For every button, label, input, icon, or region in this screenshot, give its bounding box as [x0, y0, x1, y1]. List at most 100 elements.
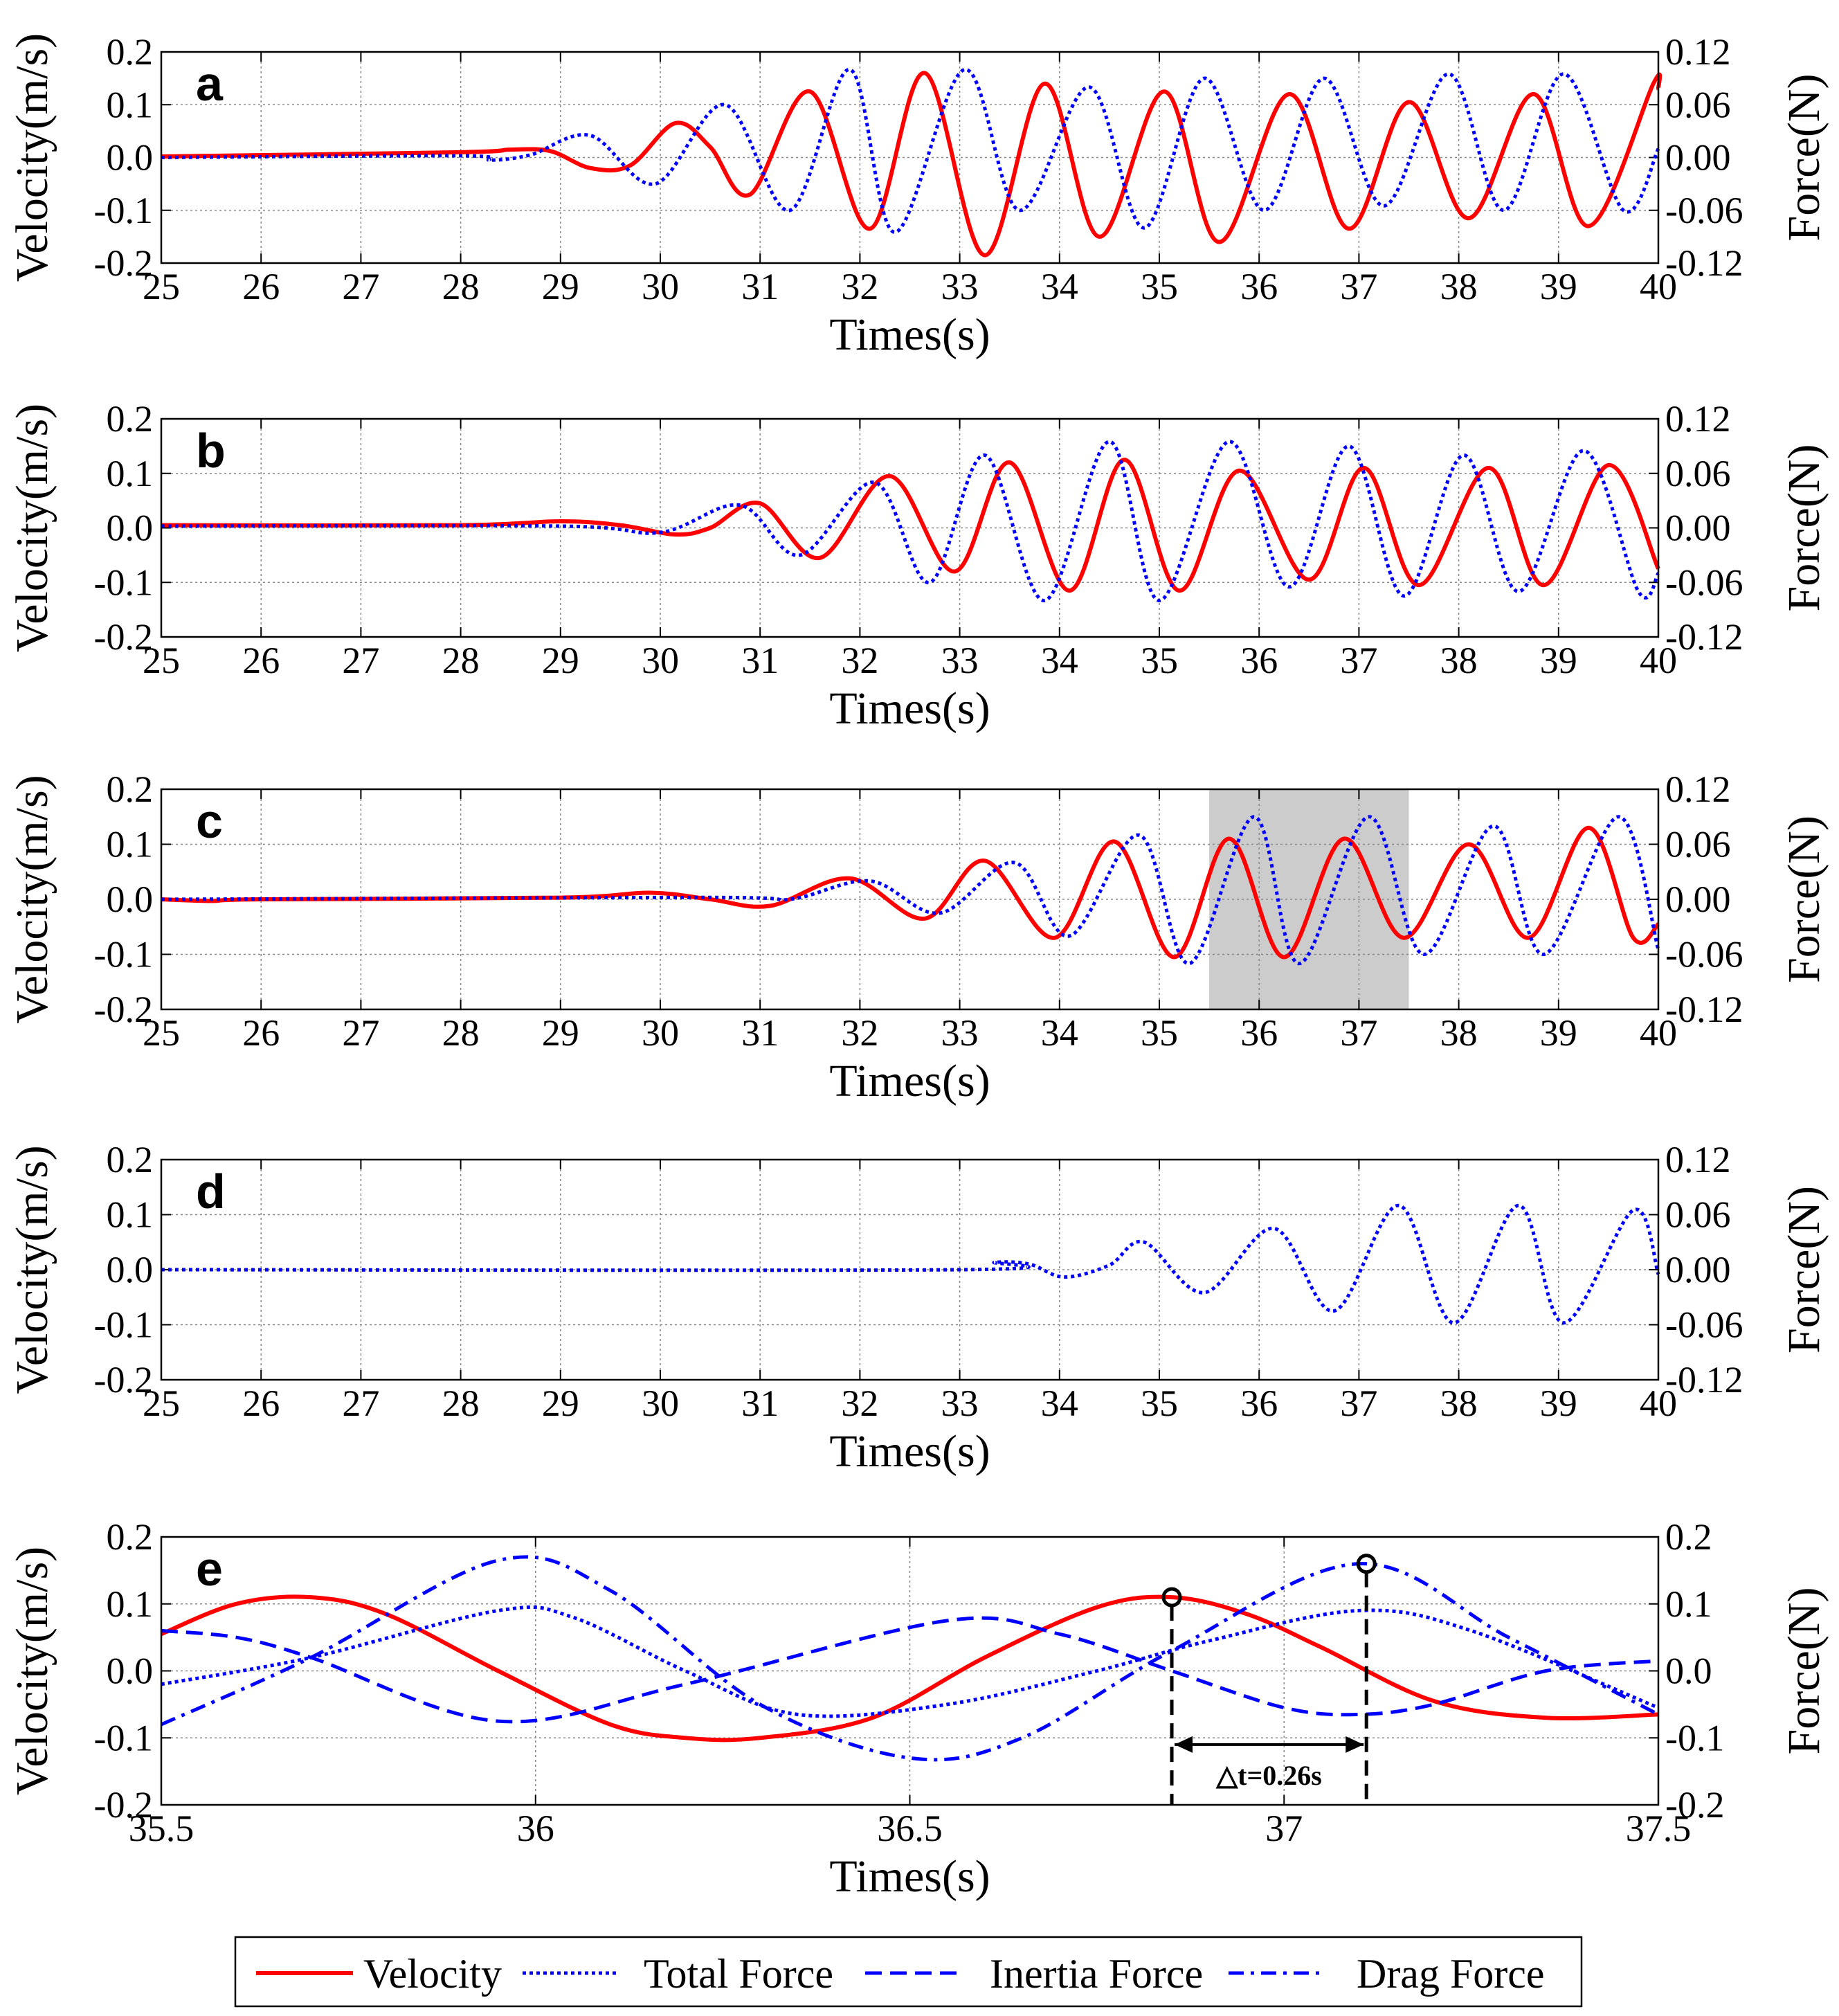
y-tick-label-right: 0.00 — [1665, 879, 1731, 920]
series-velocity — [161, 458, 1660, 593]
x-tick-label: 38 — [1440, 1012, 1478, 1054]
y-tick-label-left: 0.0 — [107, 1650, 154, 1692]
plot-frame — [160, 417, 1660, 638]
x-tick-label: 29 — [542, 640, 579, 681]
x-tick-label: 40 — [1640, 640, 1677, 681]
x-tick-label: 36 — [517, 1808, 554, 1849]
x-tick-label: 39 — [1540, 1012, 1577, 1054]
y-tick-label-right: 0.06 — [1665, 84, 1731, 125]
x-tick-label: 31 — [741, 266, 779, 307]
x-tick-label: 32 — [841, 1012, 878, 1054]
x-tick-label: 36 — [1240, 640, 1278, 681]
x-tick-label: 38 — [1440, 266, 1478, 307]
y-tick-label-right: -0.2 — [1665, 1784, 1724, 1826]
y-tick-label-left: -0.1 — [94, 561, 153, 603]
y-tick-label-right: -0.12 — [1665, 989, 1743, 1030]
x-tick-label: 40 — [1640, 1012, 1677, 1054]
y-tick-label-left: -0.1 — [94, 190, 153, 231]
x-tick-label: 32 — [841, 1383, 878, 1424]
plot-frame — [160, 51, 1660, 264]
x-tick-label: 37 — [1340, 640, 1377, 681]
x-tick-label: 26 — [242, 266, 280, 307]
x-tick-label: 28 — [442, 1383, 480, 1424]
y-tick-label-right: -0.12 — [1665, 1359, 1743, 1401]
x-tick-label: 25 — [143, 640, 180, 681]
series-velocity — [161, 825, 1660, 960]
x-tick-label: 34 — [1041, 1012, 1078, 1054]
x-tick-label: 31 — [741, 1012, 779, 1054]
x-tick-label: 31 — [741, 1383, 779, 1424]
x-tick-label: 32 — [841, 640, 878, 681]
x-tick-label: 27 — [342, 266, 379, 307]
y-tick-label-left: -0.1 — [94, 1304, 153, 1346]
y-tick-label-left: -0.2 — [94, 242, 153, 284]
y-tick-label-right: -0.06 — [1665, 1304, 1743, 1346]
y-axis-label-left: Velocity(m/s) — [7, 404, 57, 652]
x-tick-label: 31 — [741, 640, 779, 681]
y-axis-label-right: Force(N) — [1779, 74, 1829, 242]
x-tick-label: 39 — [1540, 1383, 1577, 1424]
plot-frame — [160, 1536, 1660, 1806]
y-tick-label-left: 0.1 — [107, 84, 154, 125]
y-tick-label-right: 0.2 — [1665, 1516, 1712, 1558]
x-tick-label: 27 — [342, 1383, 379, 1424]
plot-frame — [160, 1158, 1660, 1381]
panel-b: 25 26 27 28 29 30 31 32 33 34 35 36 37 38 39 40 -0.2 -0.1… — [7, 398, 1829, 734]
x-tick-label: 38 — [1440, 1383, 1478, 1424]
x-tick-label: 33 — [941, 1012, 979, 1054]
y-tick-label-right: 0.1 — [1665, 1583, 1712, 1625]
x-axis-label: Times(s) — [829, 1851, 990, 1902]
y-tick-label-left: 0.2 — [107, 398, 154, 440]
y-tick-label-right: 0.12 — [1665, 768, 1731, 810]
x-tick-label: 29 — [542, 1383, 579, 1424]
y-tick-label-right: -0.06 — [1665, 561, 1743, 603]
y-tick-label-right: -0.12 — [1665, 616, 1743, 658]
panel-d: 25 26 27 28 29 30 31 32 33 34 35 36 37 38 39 40 -0.2 -0.1… — [7, 1139, 1829, 1477]
y-tick-label-right: 0.00 — [1665, 507, 1731, 549]
series-total-force — [161, 440, 1660, 602]
y-tick-label-right: 0.00 — [1665, 1249, 1731, 1290]
x-tick-label: 33 — [941, 1383, 979, 1424]
y-tick-label-right: -0.06 — [1665, 934, 1743, 975]
series-velocity — [161, 71, 1663, 258]
x-tick-label: 30 — [642, 640, 679, 681]
x-axis-label: Times(s) — [829, 1426, 990, 1477]
x-tick-label: 33 — [941, 640, 979, 681]
y-tick-label-right: 0.12 — [1665, 31, 1731, 73]
x-tick-label: 34 — [1041, 640, 1078, 681]
x-tick-label: 35.5 — [129, 1808, 194, 1849]
y-tick-label-left: 0.1 — [107, 824, 154, 865]
x-tick-label: 27 — [342, 640, 379, 681]
x-tick-label: 34 — [1041, 1383, 1078, 1424]
x-tick-label: 25 — [143, 266, 180, 307]
y-tick-label-right: 0.06 — [1665, 824, 1731, 865]
delta-arrowhead-right — [1346, 1736, 1364, 1753]
x-tick-label: 27 — [342, 1012, 379, 1054]
y-tick-label-right: 0.06 — [1665, 453, 1731, 494]
x-tick-label: 36 — [1240, 266, 1278, 307]
marker-circle — [1356, 1554, 1377, 1574]
x-tick-label: 30 — [642, 266, 679, 307]
y-axis-label-left: Velocity(m/s) — [7, 1547, 57, 1795]
panel-label: c — [196, 794, 223, 848]
x-tick-label: 37 — [1265, 1808, 1303, 1849]
y-tick-label-right: 0.00 — [1665, 137, 1731, 179]
x-tick-label: 36 — [1240, 1012, 1278, 1054]
legend-label-inertia-force: Inertia Force — [990, 1951, 1203, 1997]
series-inertia-force — [161, 1616, 1659, 1724]
y-tick-label-left: -0.2 — [94, 1359, 153, 1401]
legend-label-total-force: Total Force — [644, 1951, 833, 1997]
x-tick-label: 28 — [442, 1012, 480, 1054]
x-tick-label: 33 — [941, 266, 979, 307]
x-tick-label: 37 — [1340, 1383, 1377, 1424]
marker-circle — [1161, 1587, 1182, 1608]
y-tick-label-right: -0.1 — [1665, 1717, 1724, 1758]
x-tick-label: 39 — [1540, 640, 1577, 681]
x-tick-label: 37.5 — [1626, 1808, 1692, 1849]
x-tick-label: 26 — [242, 1012, 280, 1054]
plot-frame — [160, 788, 1660, 1011]
x-tick-label: 36 — [1240, 1383, 1278, 1424]
x-tick-label: 35 — [1141, 640, 1178, 681]
y-axis-label-left: Velocity(m/s) — [7, 33, 57, 282]
